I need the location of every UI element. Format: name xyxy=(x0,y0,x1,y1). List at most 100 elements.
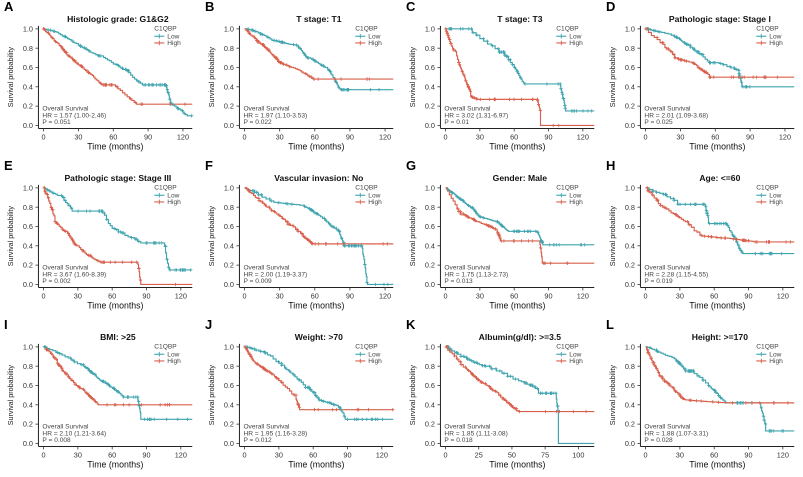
svg-text:120: 120 xyxy=(777,291,789,300)
svg-text:0.2: 0.2 xyxy=(625,102,635,111)
svg-text:Pathologic stage: Stage I: Pathologic stage: Stage I xyxy=(669,14,771,24)
svg-text:60: 60 xyxy=(710,291,718,300)
svg-text:0.8: 0.8 xyxy=(625,44,635,53)
svg-text:F: F xyxy=(205,159,213,173)
svg-text:Time (months): Time (months) xyxy=(87,459,143,469)
svg-text:P = 0.028: P = 0.028 xyxy=(645,437,674,444)
svg-text:P = 0.051: P = 0.051 xyxy=(42,119,71,126)
svg-text:0: 0 xyxy=(644,291,648,300)
svg-text:0.0: 0.0 xyxy=(224,439,234,448)
svg-text:P = 0.025: P = 0.025 xyxy=(645,119,674,126)
svg-text:120: 120 xyxy=(175,450,187,459)
svg-text:1.0: 1.0 xyxy=(625,342,635,351)
svg-text:Survival probability: Survival probability xyxy=(407,365,416,426)
svg-text:1.0: 1.0 xyxy=(23,183,33,192)
svg-text:Time (months): Time (months) xyxy=(489,141,545,151)
svg-text:H: H xyxy=(606,159,615,173)
svg-text:P = 0.018: P = 0.018 xyxy=(444,437,473,444)
svg-text:120: 120 xyxy=(576,132,588,141)
svg-text:High: High xyxy=(167,358,181,365)
svg-text:60: 60 xyxy=(108,450,116,459)
svg-text:C1QBP: C1QBP xyxy=(757,184,780,191)
svg-text:120: 120 xyxy=(779,132,791,141)
svg-text:0.8: 0.8 xyxy=(424,44,434,53)
svg-text:60: 60 xyxy=(510,132,518,141)
svg-text:0.4: 0.4 xyxy=(424,400,434,409)
svg-text:Gender: Male: Gender: Male xyxy=(492,173,547,183)
svg-text:Albumin(g/dl): >=3.5: Albumin(g/dl): >=3.5 xyxy=(478,332,561,342)
svg-text:High: High xyxy=(569,358,583,365)
svg-text:90: 90 xyxy=(746,132,754,141)
svg-text:30: 30 xyxy=(677,132,685,141)
svg-text:120: 120 xyxy=(379,132,391,141)
svg-text:0.0: 0.0 xyxy=(224,280,234,289)
svg-text:0.0: 0.0 xyxy=(23,439,33,448)
svg-text:90: 90 xyxy=(544,132,552,141)
svg-text:C1QBP: C1QBP xyxy=(355,25,378,32)
svg-text:High: High xyxy=(368,40,382,47)
svg-text:Survival probability: Survival probability xyxy=(608,365,617,426)
svg-text:30: 30 xyxy=(275,291,283,300)
svg-text:C1QBP: C1QBP xyxy=(556,184,579,191)
svg-text:Age: <=60: Age: <=60 xyxy=(700,173,741,183)
svg-text:Time (months): Time (months) xyxy=(690,459,746,469)
svg-text:1.0: 1.0 xyxy=(224,183,234,192)
svg-text:High: High xyxy=(167,199,181,206)
svg-text:C: C xyxy=(405,0,415,14)
svg-text:Survival probability: Survival probability xyxy=(207,47,216,108)
svg-text:0.4: 0.4 xyxy=(23,400,33,409)
svg-text:0.0: 0.0 xyxy=(23,121,33,130)
svg-text:0: 0 xyxy=(644,450,648,459)
svg-text:0.4: 0.4 xyxy=(625,241,635,250)
svg-text:60: 60 xyxy=(711,132,719,141)
svg-text:0.2: 0.2 xyxy=(224,261,234,270)
svg-text:K: K xyxy=(405,318,415,332)
svg-text:90: 90 xyxy=(544,291,552,300)
svg-text:50: 50 xyxy=(507,450,515,459)
svg-text:E: E xyxy=(4,159,13,173)
svg-text:60: 60 xyxy=(510,291,518,300)
svg-text:30: 30 xyxy=(275,132,283,141)
svg-text:Pathologic stage: Stage III: Pathologic stage: Stage III xyxy=(64,173,171,183)
svg-text:I: I xyxy=(4,318,8,332)
svg-text:0.2: 0.2 xyxy=(424,420,434,429)
svg-text:0.8: 0.8 xyxy=(23,203,33,212)
svg-text:0.2: 0.2 xyxy=(625,261,635,270)
svg-text:0.2: 0.2 xyxy=(424,102,434,111)
svg-text:30: 30 xyxy=(74,291,82,300)
svg-text:120: 120 xyxy=(379,291,391,300)
svg-text:Survival probability: Survival probability xyxy=(207,206,216,267)
svg-text:1.0: 1.0 xyxy=(625,24,635,33)
svg-text:Height: >=170: Height: >=170 xyxy=(692,332,748,342)
svg-text:0.2: 0.2 xyxy=(625,420,635,429)
svg-text:0.0: 0.0 xyxy=(424,439,434,448)
svg-text:P = 0.012: P = 0.012 xyxy=(243,437,272,444)
svg-text:60: 60 xyxy=(309,450,317,459)
svg-text:120: 120 xyxy=(175,291,187,300)
svg-text:C1QBP: C1QBP xyxy=(757,25,780,32)
svg-text:0: 0 xyxy=(242,450,246,459)
svg-text:100: 100 xyxy=(572,450,584,459)
svg-text:0.6: 0.6 xyxy=(424,63,434,72)
svg-text:0: 0 xyxy=(42,132,46,141)
svg-text:0.8: 0.8 xyxy=(224,44,234,53)
svg-text:P = 0.022: P = 0.022 xyxy=(243,119,272,126)
svg-text:Survival probability: Survival probability xyxy=(608,206,617,267)
svg-text:0.4: 0.4 xyxy=(424,241,434,250)
svg-text:30: 30 xyxy=(676,450,684,459)
svg-text:0.0: 0.0 xyxy=(625,439,635,448)
svg-text:0.0: 0.0 xyxy=(424,280,434,289)
svg-text:0.4: 0.4 xyxy=(224,241,234,250)
svg-text:0.4: 0.4 xyxy=(625,400,635,409)
svg-text:P = 0.01: P = 0.01 xyxy=(444,119,469,126)
svg-text:1.0: 1.0 xyxy=(224,342,234,351)
svg-text:90: 90 xyxy=(144,132,152,141)
svg-text:0.2: 0.2 xyxy=(224,420,234,429)
svg-text:0.4: 0.4 xyxy=(224,400,234,409)
svg-text:0.2: 0.2 xyxy=(424,261,434,270)
svg-text:0: 0 xyxy=(42,450,46,459)
svg-text:120: 120 xyxy=(177,132,189,141)
svg-text:90: 90 xyxy=(745,450,753,459)
svg-text:0.6: 0.6 xyxy=(224,381,234,390)
svg-text:0.6: 0.6 xyxy=(625,63,635,72)
